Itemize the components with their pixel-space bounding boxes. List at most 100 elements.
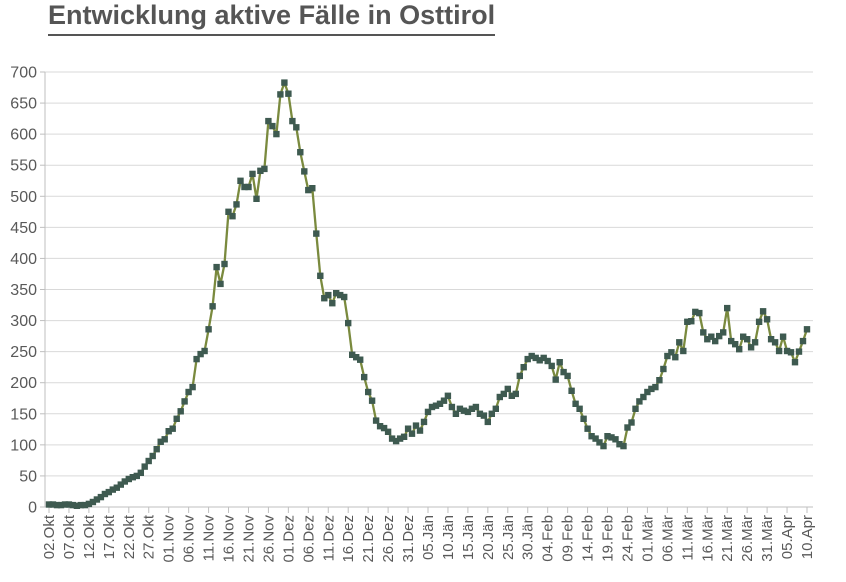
data-point-marker	[604, 433, 611, 440]
data-point-marker	[676, 339, 683, 346]
data-point-marker	[616, 441, 623, 448]
data-point-marker	[73, 502, 81, 509]
data-point-marker	[109, 486, 116, 493]
data-point-marker	[412, 422, 420, 429]
data-point-marker	[672, 354, 679, 361]
data-point-marker	[365, 388, 372, 396]
data-point-marker	[472, 403, 480, 411]
axes	[40, 71, 813, 513]
data-point-marker	[504, 385, 511, 393]
data-point-marker	[185, 388, 192, 396]
data-point-marker	[357, 356, 364, 363]
data-point-marker	[787, 349, 795, 356]
data-point-marker	[492, 405, 499, 412]
data-point-marker	[85, 500, 93, 508]
y-tick-label: 600	[10, 127, 37, 144]
data-point-marker	[416, 427, 424, 434]
data-point-marker	[636, 398, 643, 405]
data-point-marker	[221, 260, 228, 268]
x-tick-label: 17.Okt	[101, 514, 118, 559]
data-point-marker	[257, 167, 264, 174]
y-tick-label: 350	[10, 282, 37, 299]
data-point-marker	[45, 501, 53, 508]
x-tick-label: 11.Dez	[320, 515, 337, 561]
data-point-marker	[716, 332, 723, 340]
y-tick-label: 300	[10, 313, 37, 330]
data-point-marker	[596, 439, 603, 446]
data-point-marker	[273, 130, 280, 138]
data-point-marker	[253, 195, 260, 202]
data-point-marker	[65, 501, 73, 508]
data-point-marker	[388, 435, 396, 442]
y-tick-label: 0	[28, 500, 37, 517]
data-point-marker	[708, 333, 715, 340]
data-point-marker	[700, 329, 707, 336]
data-point-marker	[584, 425, 591, 432]
data-point-marker	[101, 490, 109, 498]
x-axis-labels: 02.Okt 07.Okt 12.Okt 17.Okt 22.Okt 27.Okt 01.N…	[41, 514, 816, 562]
x-tick-label: 01.Dez	[280, 515, 297, 563]
x-tick-label: 06.Mär	[659, 515, 676, 562]
data-point-marker	[53, 501, 61, 509]
data-point-marker	[779, 333, 787, 340]
data-point-marker	[528, 352, 535, 360]
data-point-marker	[628, 419, 635, 426]
data-point-marker	[540, 354, 547, 362]
data-point-marker	[660, 365, 667, 373]
x-tick-label: 21.Dez	[360, 515, 377, 563]
data-point-marker	[536, 357, 543, 364]
data-point-marker	[408, 430, 416, 437]
data-point-marker	[644, 388, 651, 396]
x-tick-label: 02.Okt	[41, 514, 58, 559]
data-point-marker	[117, 481, 124, 488]
data-point-marker	[791, 359, 799, 366]
data-point-marker	[225, 208, 232, 215]
y-tick-label: 200	[10, 375, 37, 392]
data-point-marker	[548, 362, 555, 370]
data-point-marker	[668, 349, 675, 356]
data-point-marker	[720, 329, 727, 336]
series-active-cases	[45, 79, 811, 509]
data-point-marker	[452, 410, 460, 417]
data-point-marker	[57, 501, 65, 509]
x-tick-label: 15.Jän	[460, 515, 477, 560]
data-point-marker	[372, 417, 380, 424]
data-point-marker	[333, 290, 340, 297]
data-point-marker	[624, 424, 631, 431]
x-tick-label: 30.Jän	[520, 515, 537, 560]
data-point-marker	[157, 438, 164, 445]
data-point-marker	[277, 91, 284, 98]
data-point-marker	[217, 280, 224, 288]
y-tick-label: 500	[10, 189, 37, 206]
data-point-marker	[592, 435, 599, 442]
data-point-marker	[125, 475, 132, 483]
data-point-marker	[532, 354, 539, 362]
data-point-marker	[712, 337, 719, 345]
data-point-marker	[488, 410, 495, 417]
data-point-marker	[740, 333, 747, 340]
data-point-marker	[361, 373, 368, 381]
data-point-marker	[751, 339, 759, 346]
x-tick-label: 16.Nov	[221, 515, 238, 563]
data-point-marker	[249, 170, 256, 178]
data-point-marker	[500, 390, 507, 398]
data-point-marker	[795, 348, 803, 355]
data-point-marker	[309, 185, 316, 192]
data-point-marker	[460, 407, 468, 414]
y-tick-label: 650	[10, 96, 37, 113]
data-point-marker	[305, 186, 312, 194]
data-point-marker	[169, 425, 176, 432]
data-point-marker	[799, 337, 807, 345]
data-point-marker	[93, 496, 101, 503]
data-point-marker	[759, 308, 767, 315]
data-point-marker	[301, 168, 308, 175]
y-tick-label: 700	[10, 65, 37, 82]
data-point-marker	[524, 355, 531, 363]
data-point-marker	[692, 308, 699, 316]
data-point-marker	[600, 442, 607, 450]
data-point-marker	[516, 372, 523, 380]
x-tick-label: 16.Mär	[699, 515, 716, 562]
data-point-marker	[245, 183, 252, 191]
